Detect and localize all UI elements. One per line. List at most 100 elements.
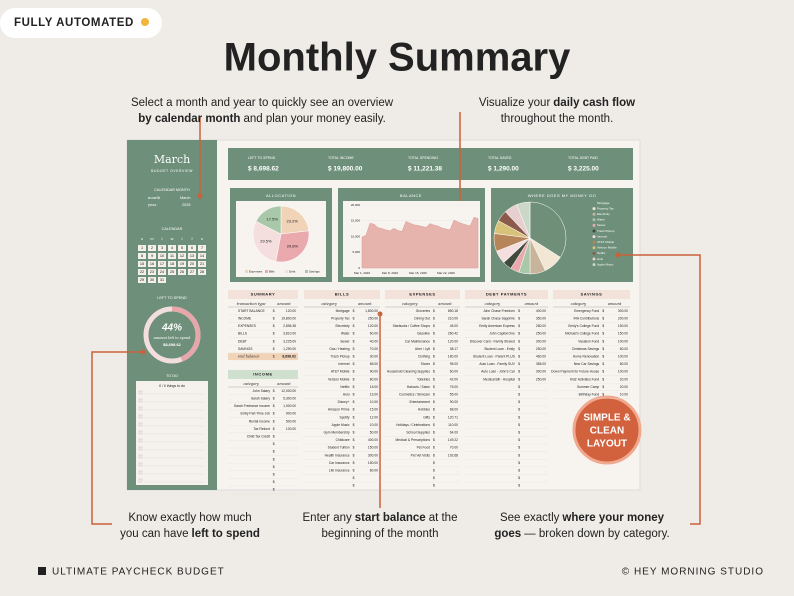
table-title-bg [228, 370, 298, 379]
callout-part: throughout the month. [501, 113, 614, 125]
callout-part: by calendar month [138, 113, 240, 125]
table-title: BILLS [335, 292, 350, 297]
day: 1 [141, 246, 143, 250]
column-header: category [571, 302, 588, 306]
row-category: EXPENSES [238, 324, 257, 328]
column-header: amount [277, 302, 291, 306]
row-amount: 1,290.00 [283, 347, 296, 351]
currency: $ [273, 465, 275, 469]
x-tick-label: Mar 1, 2026 [354, 271, 370, 275]
row-category: Household Cleaning Supplies [387, 370, 431, 374]
currency: $ [353, 309, 355, 313]
currency: $ [353, 476, 355, 480]
day-cell [188, 261, 196, 267]
row-category: Sarah Chase Sapphire [481, 316, 515, 320]
day: 11 [170, 254, 174, 258]
row-amount: 60.00 [370, 332, 378, 336]
row-amount: 12.00 [370, 415, 378, 419]
row-category: Student Loan - Emily [484, 347, 515, 351]
x-tick-label: Mar 22, 2026 [437, 271, 455, 275]
row-category: Emily's College Fund [568, 324, 599, 328]
stamp [572, 395, 642, 465]
row-amount: 100.00 [618, 370, 628, 374]
callout-part: and plan your money easily. [243, 113, 385, 125]
row-amount: 300.00 [536, 339, 546, 343]
column-header: amount [438, 302, 452, 306]
currency: $ [518, 309, 520, 313]
currency: $ [518, 423, 520, 427]
row-amount: 42.00 [450, 377, 458, 381]
row-category: Birthday Fund [579, 392, 600, 396]
row-amount: 100.00 [286, 427, 296, 431]
day: 4 [171, 246, 173, 250]
currency: $ [353, 438, 355, 442]
row-category: Vacation Fund [578, 339, 599, 343]
row-category: Mortgage [336, 309, 350, 313]
legend-label: Expenses [249, 269, 263, 273]
checkbox [138, 398, 143, 403]
legend-label: Trash Pickup [597, 229, 615, 233]
callout-part: start balance [355, 512, 426, 524]
row-category: Michael's College Fund [565, 332, 599, 336]
day: 2 [151, 246, 153, 250]
currency: $ [602, 339, 604, 343]
legend-swatch [592, 251, 596, 255]
day: 10 [160, 254, 164, 258]
stamp-text: SIMPLE & [583, 413, 630, 424]
currency: $ [518, 453, 520, 457]
weekday: t [181, 237, 183, 241]
currency: $ [433, 476, 435, 480]
currency: $ [518, 332, 520, 336]
currency: $ [433, 408, 435, 412]
row-category: Discover Card - Family Shared [470, 339, 515, 343]
row-category: Down Payment for Future House [551, 370, 599, 374]
currency: $ [273, 442, 275, 446]
day-cell [168, 261, 176, 267]
day-cell [178, 261, 186, 267]
row-amount: 80.00 [370, 468, 378, 472]
legend-swatch [285, 270, 288, 273]
row-amount: 15.00 [370, 385, 378, 389]
row-category: School Supplies [406, 430, 430, 434]
currency: $ [602, 309, 604, 313]
row-category: AT&T Mobile [331, 370, 350, 374]
row-category: Pet Vet Visits [411, 453, 431, 457]
legend-swatch [592, 235, 596, 239]
callout-text: Enter any start balance at the [303, 512, 458, 524]
legend-swatch [265, 270, 268, 273]
day: 30 [150, 278, 154, 282]
day-cell [178, 253, 186, 259]
day: 21 [200, 262, 204, 266]
chart-title: ALLOCATION [266, 193, 296, 198]
day-cell [178, 245, 186, 251]
callout-text: by calendar month and plan your money eas… [138, 113, 386, 125]
currency: $ [273, 404, 275, 408]
callout-line [618, 254, 701, 525]
kpi-value: $ 8,698.62 [248, 166, 279, 173]
row-category: SAVINGS [238, 347, 253, 351]
row-category: Gifts [423, 415, 430, 419]
row-amount: 500.00 [286, 419, 296, 423]
day-cell [158, 277, 166, 283]
currency: $ [353, 385, 355, 389]
currency: $ [518, 408, 520, 412]
weekday: m [150, 237, 153, 241]
table-title: INCOME [253, 372, 273, 377]
row-amount: 3,225.00 [283, 339, 296, 343]
kpi-value: $ 1,290.00 [488, 166, 519, 173]
label: CALENDAR [162, 227, 183, 231]
row-category: Shoes [421, 362, 431, 366]
day-cell [158, 245, 166, 251]
row-category: Emily Part-Time Job [240, 412, 270, 416]
row-category: START BALANCE [238, 309, 266, 313]
currency: $ [518, 354, 520, 358]
row-amount: 120.00 [286, 309, 296, 313]
checkbox [138, 462, 143, 467]
currency: $ [273, 347, 275, 351]
label: $8,698.62 [163, 342, 182, 347]
callout-part: Enter any [303, 512, 352, 524]
legend-swatch [245, 270, 248, 273]
callout-part: Visualize your [479, 97, 551, 109]
progress-arc [143, 306, 201, 364]
table-title-bg [304, 290, 380, 299]
